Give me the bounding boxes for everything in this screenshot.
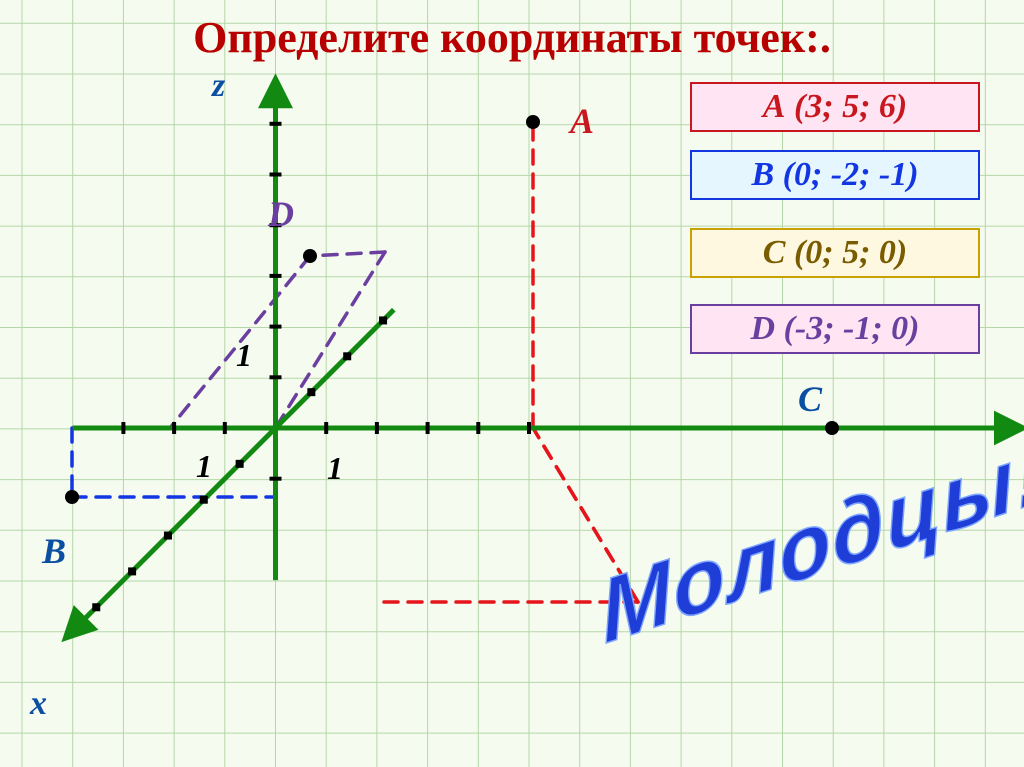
unit-label-x1: 1 [196, 448, 212, 485]
axis-label-z: z [212, 67, 225, 105]
point-label-b: B [42, 530, 66, 572]
answer-box-a: А (3; 5; 6) [690, 82, 980, 132]
page: Определите координаты точек:. А (3; 5; 6… [0, 0, 1024, 767]
point-label-d: D [268, 193, 294, 235]
page-title: Определите координаты точек:. [0, 12, 1024, 63]
answer-box-b: В (0; -2; -1) [690, 150, 980, 200]
answer-box-d: D (-3; -1; 0) [690, 304, 980, 354]
point-label-a: A [570, 100, 594, 142]
answer-box-c: С (0; 5; 0) [690, 228, 980, 278]
axis-label-x: x [30, 685, 47, 723]
point-label-c: C [798, 378, 822, 420]
unit-label-z1: 1 [236, 337, 252, 374]
unit-label-y1: 1 [327, 450, 343, 487]
